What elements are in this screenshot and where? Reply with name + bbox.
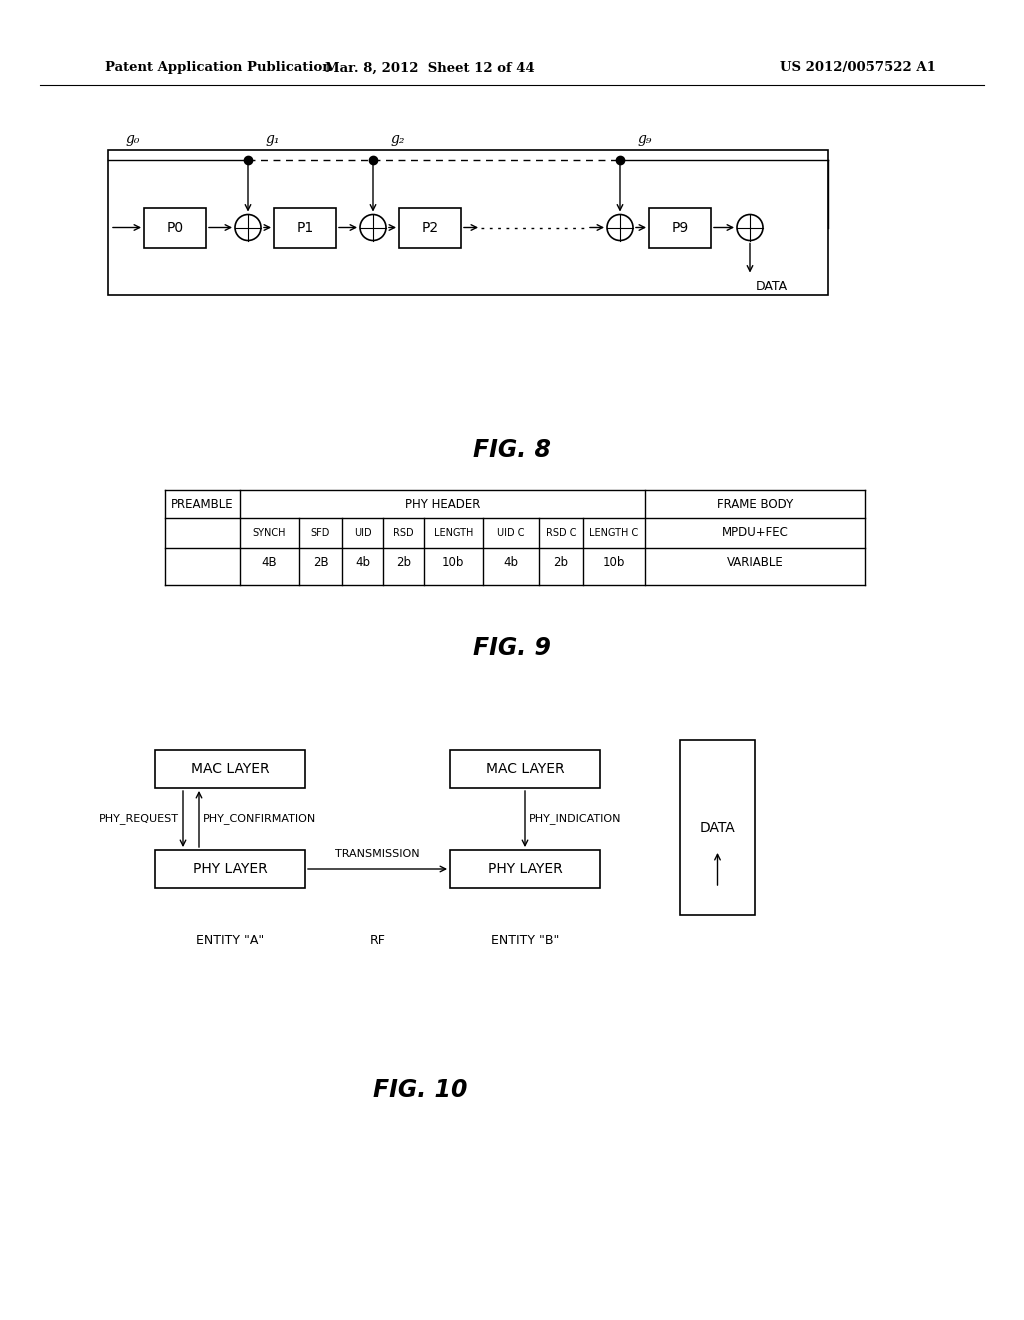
Text: US 2012/0057522 A1: US 2012/0057522 A1 (780, 62, 936, 74)
Text: TRANSMISSION: TRANSMISSION (335, 849, 420, 859)
Text: FIG. 8: FIG. 8 (473, 438, 551, 462)
Text: 2b: 2b (396, 557, 411, 569)
Text: ENTITY "A": ENTITY "A" (196, 933, 264, 946)
Text: Mar. 8, 2012  Sheet 12 of 44: Mar. 8, 2012 Sheet 12 of 44 (326, 62, 535, 74)
Bar (274, 207, 336, 248)
Text: RSD: RSD (393, 528, 414, 539)
Text: PHY_CONFIRMATION: PHY_CONFIRMATION (203, 813, 316, 825)
Text: 4b: 4b (355, 557, 370, 569)
Text: g₉: g₉ (638, 132, 652, 147)
Text: MPDU+FEC: MPDU+FEC (722, 527, 788, 540)
Text: SYNCH: SYNCH (253, 528, 287, 539)
Text: FRAME BODY: FRAME BODY (717, 498, 794, 511)
Text: 10b: 10b (442, 557, 465, 569)
Bar (108, 150, 828, 294)
Text: 4b: 4b (504, 557, 518, 569)
Text: VARIABLE: VARIABLE (727, 557, 783, 569)
Bar (450, 850, 600, 888)
Text: LENGTH: LENGTH (433, 528, 473, 539)
Text: PREAMBLE: PREAMBLE (171, 498, 233, 511)
Text: DATA: DATA (699, 821, 735, 834)
Text: P9: P9 (672, 220, 688, 235)
Text: LENGTH C: LENGTH C (589, 528, 638, 539)
Text: MAC LAYER: MAC LAYER (485, 762, 564, 776)
Text: PHY LAYER: PHY LAYER (487, 862, 562, 876)
Text: UID: UID (353, 528, 372, 539)
Bar (399, 207, 461, 248)
Text: MAC LAYER: MAC LAYER (190, 762, 269, 776)
Text: g₁: g₁ (266, 132, 281, 147)
Bar (649, 207, 711, 248)
Text: P1: P1 (296, 220, 313, 235)
Text: 10b: 10b (602, 557, 625, 569)
Text: Patent Application Publication: Patent Application Publication (105, 62, 332, 74)
Bar (155, 750, 305, 788)
Text: RSD C: RSD C (546, 528, 577, 539)
Text: PHY LAYER: PHY LAYER (193, 862, 267, 876)
Text: g₂: g₂ (391, 132, 406, 147)
Text: SFD: SFD (311, 528, 330, 539)
Text: PHY_REQUEST: PHY_REQUEST (99, 813, 179, 825)
Text: g₀: g₀ (126, 132, 140, 147)
Text: 2B: 2B (312, 557, 329, 569)
Text: 2b: 2b (554, 557, 568, 569)
Text: PHY_INDICATION: PHY_INDICATION (529, 813, 622, 825)
Text: FIG. 10: FIG. 10 (373, 1078, 467, 1102)
Text: UID C: UID C (498, 528, 525, 539)
Text: P2: P2 (422, 220, 438, 235)
Text: PHY HEADER: PHY HEADER (404, 498, 480, 511)
Text: P0: P0 (167, 220, 183, 235)
Text: 4B: 4B (262, 557, 278, 569)
Text: FIG. 9: FIG. 9 (473, 636, 551, 660)
Text: ENTITY "B": ENTITY "B" (490, 933, 559, 946)
Bar (680, 741, 755, 915)
Bar (144, 207, 206, 248)
Bar (450, 750, 600, 788)
Text: DATA: DATA (756, 281, 788, 293)
Bar (155, 850, 305, 888)
Text: RF: RF (370, 933, 385, 946)
